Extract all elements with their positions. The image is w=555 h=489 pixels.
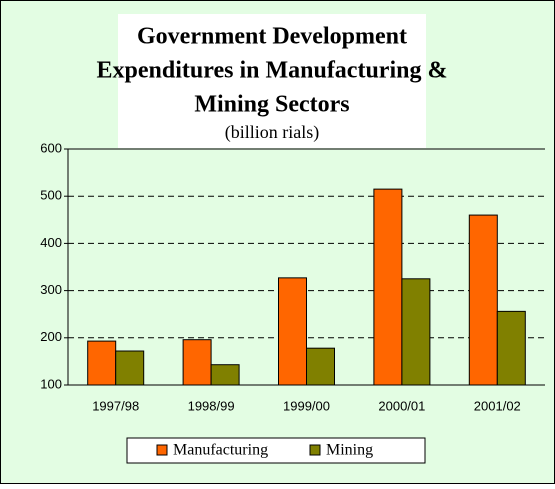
y-tick-label: 100 (40, 376, 62, 391)
x-tick-label: 2000/01 (378, 398, 425, 413)
x-tick-label: 1997/98 (92, 398, 139, 413)
legend-label: Manufacturing (173, 442, 268, 459)
y-tick-label: 400 (40, 235, 62, 250)
bar (182, 339, 212, 386)
x-tick-label: 1999/00 (283, 398, 330, 413)
bar (468, 214, 498, 386)
bar (496, 310, 526, 386)
bar (401, 278, 431, 386)
legend-label: Mining (326, 442, 373, 459)
chart-title: Mining Sectors (194, 92, 349, 118)
title-box (118, 14, 426, 148)
chart-subtitle: (billion rials) (225, 122, 319, 143)
legend-swatch (156, 444, 168, 456)
bar (278, 277, 307, 386)
chart-title: Government Development (137, 24, 407, 50)
y-tick-label: 200 (40, 329, 62, 344)
bar (306, 347, 335, 386)
legend (126, 437, 426, 464)
legend-swatch (309, 444, 321, 456)
y-tick-label: 300 (40, 282, 62, 297)
y-tick-label: 600 (40, 140, 62, 155)
y-tick-label: 500 (40, 188, 62, 203)
bar (115, 350, 145, 386)
bar (210, 364, 240, 386)
chart-title: Expenditures in Manufacturing & (97, 58, 448, 84)
x-tick-label: 1998/99 (188, 398, 235, 413)
bar (373, 188, 403, 386)
bar (87, 340, 117, 386)
x-tick-label: 2001/02 (474, 398, 521, 413)
